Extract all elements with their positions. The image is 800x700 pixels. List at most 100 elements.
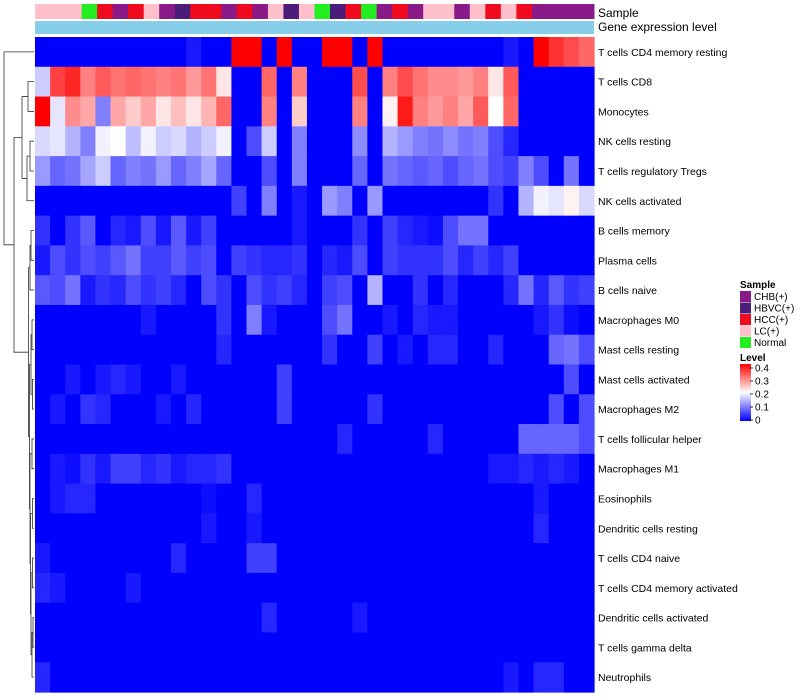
heatmap-cell [246,424,263,455]
heatmap-cell [50,424,66,455]
row-label: T cells follicular helper [598,434,702,446]
heatmap-cell [533,245,550,276]
heatmap-cell [261,632,278,663]
heatmap-cell [35,96,51,127]
heatmap-cell [110,602,127,634]
heatmap-cell [95,37,112,68]
heatmap-cell [95,96,112,127]
heatmap-cell [458,572,474,604]
heatmap-cell [170,185,187,217]
heatmap-cell [458,632,474,663]
gene-annotation-title: Gene expression level [598,20,717,34]
heatmap-cell [261,156,278,187]
heatmap-cell [276,245,293,276]
heatmap-cell [427,483,444,514]
heatmap-cell [473,185,489,217]
heatmap-cell [186,572,202,604]
heatmap-cell [427,96,444,127]
heatmap-cell [65,37,81,68]
heatmap-cell [186,215,202,247]
heatmap-cell [382,572,399,604]
heatmap-cell [458,96,474,127]
heatmap-cell [367,394,384,425]
heatmap-cell [110,126,127,157]
heatmap-cell [216,126,233,157]
heatmap-cell [170,602,187,634]
heatmap-cell [563,275,580,306]
heatmap-cell [201,513,217,544]
heatmap-cell [246,602,263,634]
heatmap-cell [397,334,414,366]
heatmap-cell [216,572,233,604]
heatmap-cell [216,304,233,336]
heatmap-cell [337,215,353,247]
heatmap-cell [95,156,112,187]
row-label: Neutrophils [598,672,651,684]
heatmap-cell [170,126,187,157]
dendrogram-branch [32,617,34,648]
heatmap-cell [306,572,323,604]
heatmap-cell [306,364,323,395]
heatmap-cell [276,275,293,306]
heatmap-cell [261,96,278,127]
heatmap-cell [518,424,535,455]
heatmap-cell [337,632,353,663]
heatmap-cell [35,453,51,485]
heatmap-cell [201,453,217,485]
heatmap-cell [367,662,384,693]
heatmap-cell [170,453,187,485]
heatmap-cell [35,572,51,604]
heatmap-cell [216,513,233,544]
heatmap-cell [276,632,293,663]
heatmap-cell [548,37,565,68]
heatmap-cell [291,275,308,306]
heatmap-cell [578,424,595,455]
heatmap-cell [397,424,414,455]
heatmap-cell [442,156,459,187]
heatmap-cell [488,453,504,485]
sample-annotation-cell [267,4,284,19]
heatmap-cell [306,424,323,455]
heatmap-cell [231,245,248,276]
sample-legend-label: HBVC(+) [754,304,794,315]
heatmap-cell [80,37,97,68]
heatmap-cell [125,662,142,693]
heatmap-cell [382,364,399,395]
heatmap-cell [140,483,157,514]
heatmap-cell [442,304,459,336]
heatmap-cell [503,156,520,187]
row-label: T cells CD8 [598,77,652,89]
heatmap-cell [125,602,142,634]
heatmap-cell [140,424,157,455]
heatmap-cell [35,215,51,247]
heatmap-cell [95,602,112,634]
heatmap-cell [50,334,66,366]
heatmap-cell [155,543,172,574]
heatmap-cell [291,572,308,604]
heatmap-cell [382,483,399,514]
heatmap-cell [563,602,580,634]
heatmap-cell [231,275,248,306]
heatmap-cell [442,96,459,127]
heatmap-cell [382,513,399,544]
heatmap-cell [473,572,489,604]
heatmap-cell [50,245,66,276]
heatmap-cell [186,304,202,336]
heatmap-cell [488,334,504,366]
heatmap-cell [382,96,399,127]
heatmap-cell [503,483,520,514]
heatmap-cell [35,483,51,514]
heatmap-cell [186,66,202,98]
heatmap-cell [216,96,233,127]
heatmap-cell [216,483,233,514]
heatmap-cell [367,483,384,514]
heatmap-cell [518,543,535,574]
heatmap-cell [246,572,263,604]
heatmap-cell [246,453,263,485]
heatmap-cell [337,543,353,574]
heatmap-cell [140,126,157,157]
level-legend-title: Level [740,353,766,364]
heatmap-cell [352,364,368,395]
sample-legend: Sample CHB(+)HBVC(+)HCC(+)LC(+)Normal [740,280,794,349]
heatmap-cell [216,453,233,485]
